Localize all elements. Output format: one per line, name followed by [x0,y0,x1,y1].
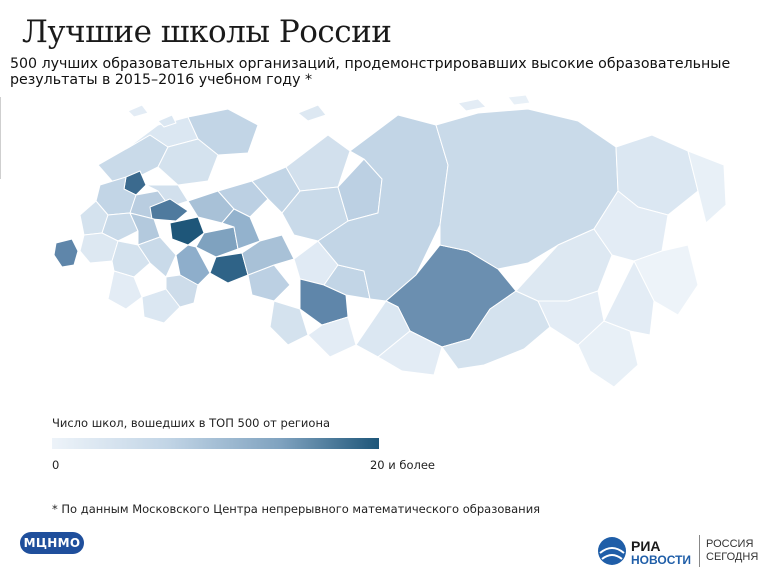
today-label: СЕГОДНЯ [706,551,759,563]
legend-min-label: 0 [52,458,60,472]
map-region-bashkortostan [209,252,249,284]
map-region [217,180,269,218]
map-region [137,236,177,278]
map-region [307,316,357,358]
map-region [297,104,327,122]
page-subtitle: 500 лучших образовательных организаций, … [10,56,731,88]
map-region-tatarstan [169,216,205,246]
russia-label: РОССИЯ [706,538,754,550]
map-region [507,95,531,106]
ria-label: РИА [631,538,661,554]
mcnmo-logo: МЦНМО [20,532,84,554]
map-region [127,104,149,118]
ria-novosti-logo: РИА НОВОСТИ РОССИЯ СЕГОДНЯ [596,533,762,569]
map-region [269,300,309,346]
map-region [285,134,351,192]
map-region [221,208,261,250]
logo-divider [699,535,700,567]
map-region [165,274,199,308]
map-region [241,234,295,276]
map-region [157,114,177,128]
map-region [101,212,139,242]
map-region [53,238,79,268]
map-region [149,198,189,222]
divider [0,97,1,179]
map-region [157,138,219,186]
footnote: * По данным Московского Центра непрерывн… [52,502,541,516]
map-region [141,288,181,324]
map-region [457,98,487,112]
legend-color-bar [52,438,379,449]
legend-max-label: 20 и более [369,458,435,472]
map-region [145,184,189,208]
ria-globe-icon [598,537,626,565]
legend-title: Число школ, вошедших в ТОП 500 от регион… [52,416,331,430]
novosti-label: НОВОСТИ [631,553,692,567]
russia-choropleth-map[interactable] [38,95,728,405]
map-region [603,260,655,336]
map-region [195,226,239,258]
map-region [687,150,727,224]
page-title: Лучшие школы России [22,14,392,50]
map-region [107,270,143,310]
russia-today-label: РОССИЯ СЕГОДНЯ [706,538,758,564]
map-region [377,330,443,376]
map-region [355,300,411,358]
